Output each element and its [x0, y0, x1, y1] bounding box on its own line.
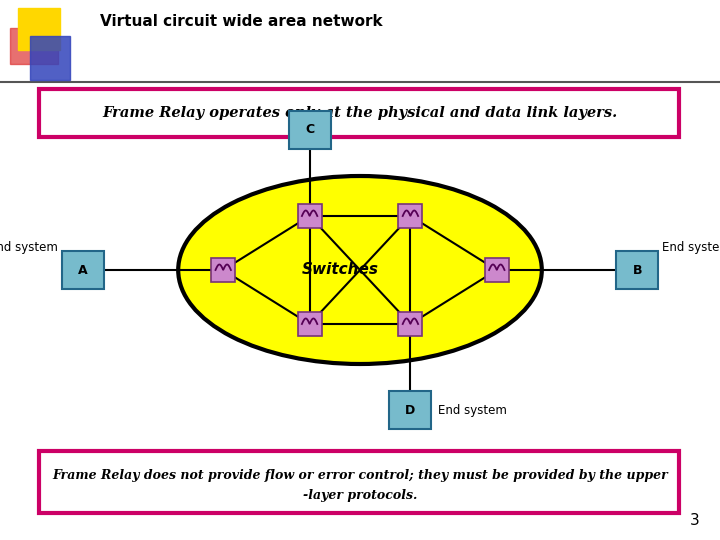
- FancyBboxPatch shape: [485, 258, 509, 282]
- Text: Frame Relay does not provide flow or error control; they must be provided by the: Frame Relay does not provide flow or err…: [52, 469, 668, 482]
- Text: Switches: Switches: [302, 262, 379, 278]
- Text: 3: 3: [690, 513, 700, 528]
- Text: End system: End system: [338, 123, 407, 136]
- FancyBboxPatch shape: [297, 312, 322, 336]
- FancyBboxPatch shape: [398, 312, 423, 336]
- Text: A: A: [78, 264, 88, 276]
- Bar: [18, 8, 60, 50]
- FancyBboxPatch shape: [62, 251, 104, 289]
- FancyBboxPatch shape: [398, 204, 423, 228]
- Text: B: B: [632, 264, 642, 276]
- Text: End system: End system: [0, 241, 58, 254]
- Bar: [10, 28, 58, 64]
- Ellipse shape: [179, 176, 541, 364]
- FancyBboxPatch shape: [211, 258, 235, 282]
- Text: Frame Relay operates only at the physical and data link layers.: Frame Relay operates only at the physica…: [102, 106, 618, 120]
- FancyBboxPatch shape: [390, 392, 431, 429]
- Text: C: C: [305, 123, 314, 136]
- FancyBboxPatch shape: [616, 251, 658, 289]
- FancyBboxPatch shape: [289, 111, 330, 148]
- FancyBboxPatch shape: [297, 204, 322, 228]
- Bar: [30, 36, 70, 80]
- Text: -layer protocols.: -layer protocols.: [303, 489, 417, 502]
- FancyBboxPatch shape: [39, 451, 679, 513]
- Text: End system: End system: [662, 241, 720, 254]
- Text: D: D: [405, 404, 415, 417]
- Text: End system: End system: [438, 404, 508, 417]
- Text: Virtual circuit wide area network: Virtual circuit wide area network: [100, 15, 382, 30]
- FancyBboxPatch shape: [39, 89, 679, 137]
